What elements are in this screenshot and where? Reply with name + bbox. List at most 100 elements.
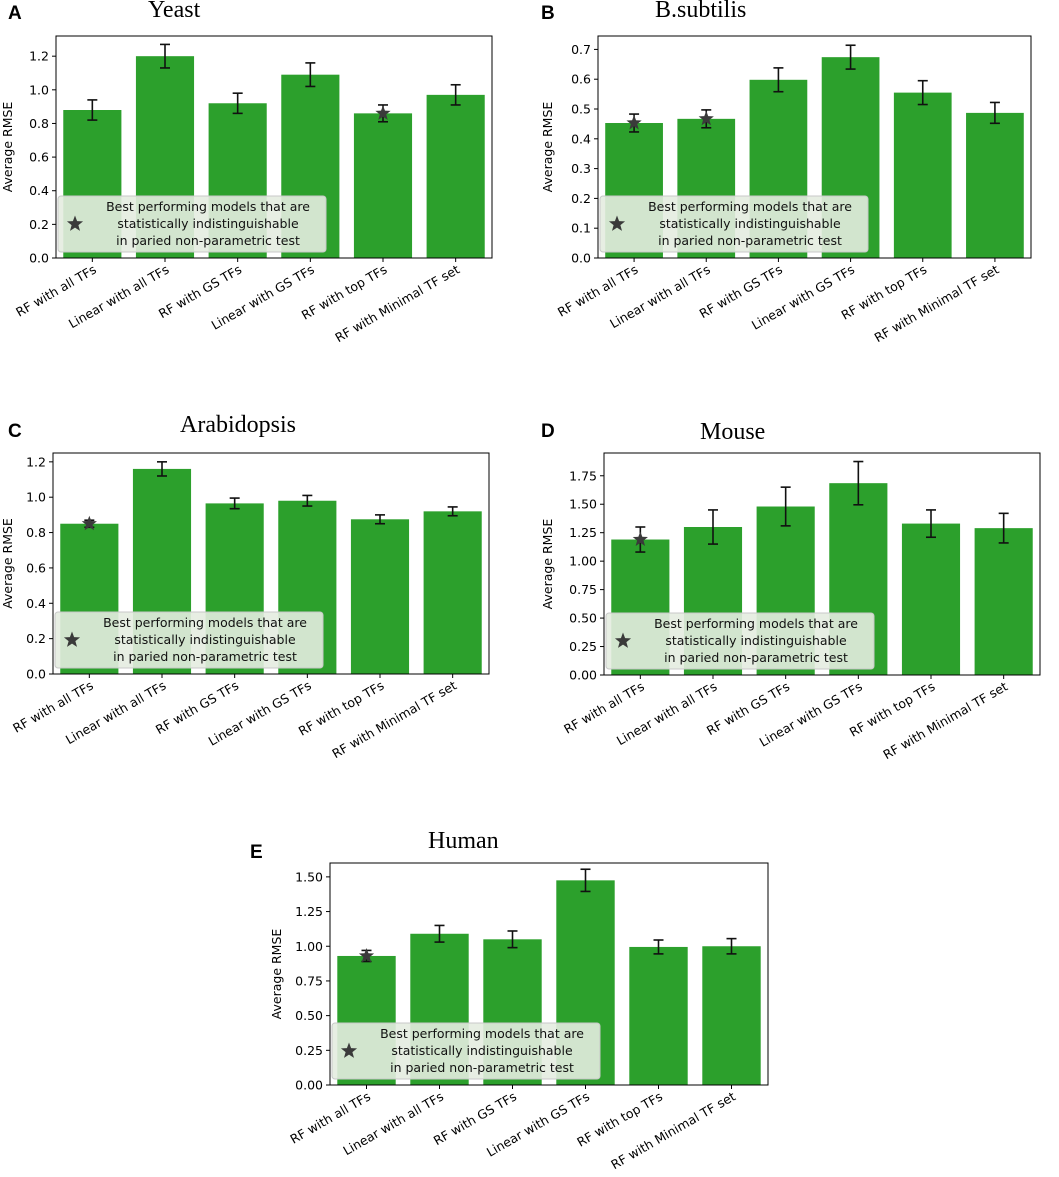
panel-bsubtilis: B B.subtilis Best performing models that a… <box>540 0 1032 346</box>
legend-box <box>57 195 327 253</box>
legend-text: Best performing models that are <box>103 615 307 630</box>
y-tick-label: 0.00 <box>295 1078 323 1093</box>
chart-title: Human <box>428 828 499 854</box>
y-tick-label: 0.25 <box>295 1043 323 1058</box>
y-axis-label: Average RMSE <box>0 518 15 609</box>
x-tick-label: RF with Minimal TF set <box>872 262 1002 346</box>
legend-text: Best performing models that are <box>380 1026 584 1041</box>
axes-frame <box>329 862 769 1086</box>
y-tick-label: 0.8 <box>26 525 46 540</box>
legend-star-icon <box>66 215 84 231</box>
legend-star-icon <box>340 1042 358 1058</box>
legend-text: in paried non-parametric test <box>664 650 848 665</box>
panel-yeast: A Yeast Best performing models that are sta… <box>0 0 493 346</box>
y-tick-label: 0.50 <box>295 1008 323 1023</box>
axes-frame <box>597 35 1032 259</box>
panel-human: E Human Best performing models that are sta… <box>250 828 769 1173</box>
y-tick-label: 1.50 <box>295 869 323 884</box>
best-model-star-icon <box>358 947 375 963</box>
y-tick-label: 0.6 <box>571 72 591 87</box>
legend-text: statistically indistinguishable <box>117 216 299 231</box>
y-tick-label: 0.00 <box>569 668 597 683</box>
chart-title: B.subtilis <box>655 0 746 23</box>
y-tick-label: 0.50 <box>569 611 597 626</box>
chart-title: Mouse <box>700 419 765 445</box>
panel-letter: B <box>541 3 555 24</box>
bar <box>423 511 482 674</box>
y-axis-label: Average RMSE <box>0 102 15 193</box>
bar <box>966 112 1024 258</box>
bar <box>974 528 1033 675</box>
y-tick-label: 1.00 <box>295 939 323 954</box>
y-tick-label: 0.0 <box>29 251 49 266</box>
y-tick-label: 0.25 <box>569 639 597 654</box>
y-tick-label: 0.4 <box>29 183 49 198</box>
panel-mouse: D Mouse Best performing models that are sta… <box>540 419 1041 763</box>
axes-frame <box>52 452 490 675</box>
y-tick-label: 0.75 <box>295 973 323 988</box>
x-tick-label: RF with Minimal TF set <box>332 262 462 346</box>
bar <box>629 946 688 1085</box>
legend-text: statistically indistinguishable <box>659 216 841 231</box>
y-tick-label: 0.2 <box>26 631 46 646</box>
legend-text: in paried non-parametric test <box>116 233 300 248</box>
y-tick-label: 0.5 <box>571 102 591 117</box>
y-tick-label: 1.00 <box>569 554 597 569</box>
legend-text: Best performing models that are <box>106 199 310 214</box>
bar <box>353 113 413 258</box>
legend-text: statistically indistinguishable <box>391 1043 573 1058</box>
legend-text: statistically indistinguishable <box>114 632 296 647</box>
legend-box <box>605 612 875 670</box>
bar <box>893 92 952 259</box>
y-axis-label: Average RMSE <box>269 929 284 1020</box>
y-tick-label: 1.50 <box>569 497 597 512</box>
y-tick-label: 1.75 <box>569 468 597 483</box>
y-tick-label: 0.0 <box>26 667 46 682</box>
y-tick-label: 0.7 <box>571 42 591 57</box>
y-tick-label: 1.0 <box>26 490 46 505</box>
bar <box>702 946 761 1085</box>
chart-title: Yeast <box>148 0 201 23</box>
legend-star-icon <box>608 215 626 231</box>
x-tick-label: RF with Minimal TF set <box>329 678 459 762</box>
y-tick-label: 0.2 <box>29 217 49 232</box>
y-tick-label: 1.25 <box>295 904 323 919</box>
legend-text: Best performing models that are <box>654 616 858 631</box>
y-tick-label: 0.75 <box>569 582 597 597</box>
legend-box <box>599 195 869 253</box>
best-model-star-icon <box>81 515 97 531</box>
axes-frame <box>55 35 493 259</box>
y-tick-label: 1.2 <box>29 49 49 64</box>
panel-letter: C <box>8 421 22 442</box>
panel-letter: D <box>541 421 555 442</box>
best-model-star-icon <box>375 105 391 120</box>
legend-text: in paried non-parametric test <box>390 1060 574 1075</box>
best-model-star-icon <box>626 115 642 130</box>
y-tick-label: 0.4 <box>571 131 591 146</box>
legend-box <box>54 611 324 669</box>
panel-letter: E <box>250 842 263 863</box>
legend-text: in paried non-parametric test <box>113 649 297 664</box>
legend-text: Best performing models that are <box>648 199 852 214</box>
y-tick-label: 0.4 <box>26 596 46 611</box>
y-axis-label: Average RMSE <box>540 102 555 193</box>
legend-text: statistically indistinguishable <box>665 633 847 648</box>
y-tick-label: 0.1 <box>571 221 591 236</box>
y-tick-label: 0.6 <box>29 150 49 165</box>
y-tick-label: 0.8 <box>29 116 49 131</box>
x-tick-label: RF with Minimal TF set <box>880 679 1010 763</box>
bar <box>901 523 961 675</box>
y-tick-label: 0.6 <box>26 560 46 575</box>
y-tick-label: 1.2 <box>26 454 46 469</box>
y-axis-label: Average RMSE <box>540 519 555 610</box>
x-tick-label: RF with Minimal TF set <box>608 1089 738 1173</box>
y-tick-label: 0.3 <box>571 161 591 176</box>
best-model-star-icon <box>698 110 714 126</box>
bar <box>350 519 410 674</box>
bar <box>426 94 485 258</box>
panel-arabidopsis: C Arabidopsis Best performing models that … <box>0 412 490 762</box>
panel-letter: A <box>8 3 22 24</box>
axes-frame <box>603 452 1041 676</box>
y-tick-label: 1.0 <box>29 82 49 97</box>
